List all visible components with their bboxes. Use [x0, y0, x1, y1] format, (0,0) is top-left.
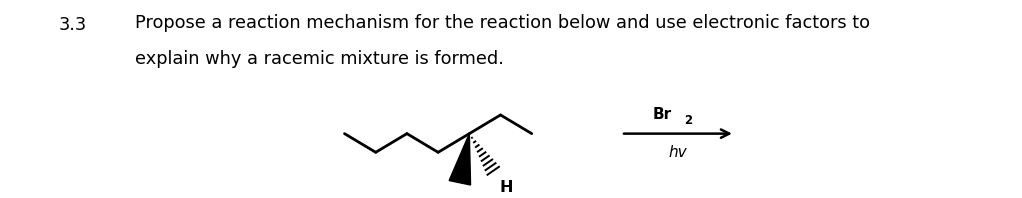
Text: 2: 2 — [685, 114, 693, 127]
Text: Br: Br — [652, 107, 671, 122]
Text: explain why a racemic mixture is formed.: explain why a racemic mixture is formed. — [135, 50, 504, 68]
Text: H: H — [500, 180, 513, 195]
Text: hv: hv — [668, 145, 687, 160]
Text: Propose a reaction mechanism for the reaction below and use electronic factors t: Propose a reaction mechanism for the rea… — [135, 14, 870, 32]
Polygon shape — [449, 134, 470, 185]
Text: 3.3: 3.3 — [59, 16, 87, 34]
